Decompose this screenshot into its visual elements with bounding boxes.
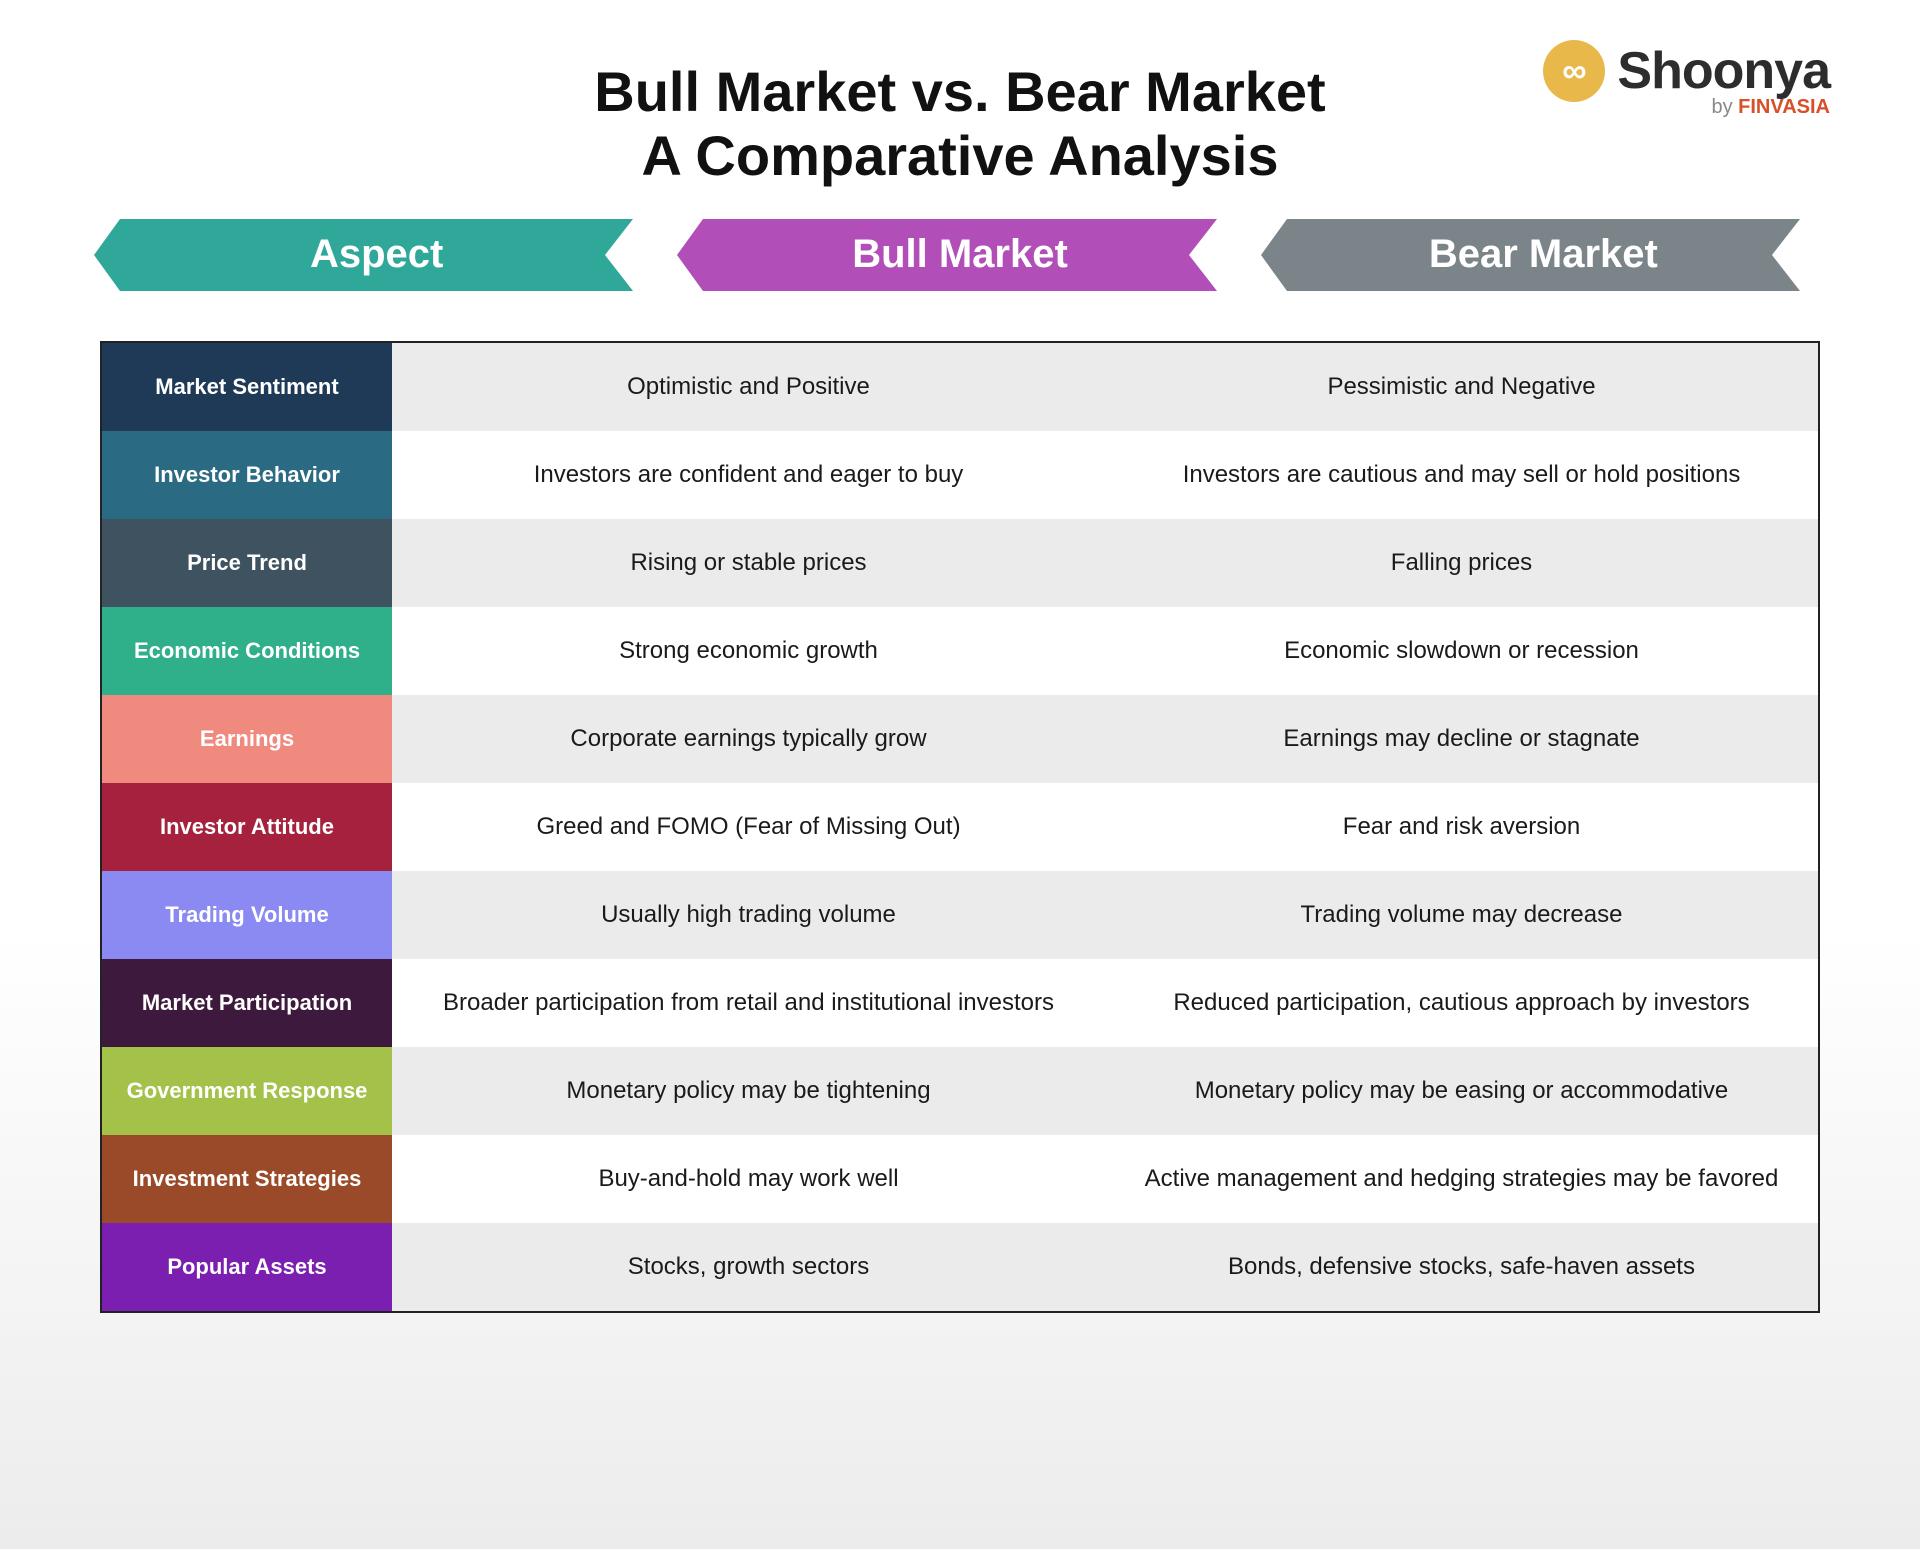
table-row: EarningsCorporate earnings typically gro…: [102, 695, 1818, 783]
column-headers: Aspect Bull Market Bear Market: [120, 219, 1800, 291]
bull-cell: Usually high trading volume: [392, 871, 1105, 959]
bear-cell: Pessimistic and Negative: [1105, 343, 1818, 431]
bear-cell: Active management and hedging strategies…: [1105, 1135, 1818, 1223]
aspect-label: Investor Attitude: [102, 783, 392, 871]
table-row: Popular AssetsStocks, growth sectorsBond…: [102, 1223, 1818, 1311]
aspect-label: Trading Volume: [102, 871, 392, 959]
bear-cell: Monetary policy may be easing or accommo…: [1105, 1047, 1818, 1135]
table-row: Economic ConditionsStrong economic growt…: [102, 607, 1818, 695]
table-row: Investor BehaviorInvestors are confident…: [102, 431, 1818, 519]
aspect-label: Price Trend: [102, 519, 392, 607]
bull-cell: Stocks, growth sectors: [392, 1223, 1105, 1311]
bull-cell: Buy-and-hold may work well: [392, 1135, 1105, 1223]
bull-cell: Optimistic and Positive: [392, 343, 1105, 431]
bear-cell: Bonds, defensive stocks, safe-haven asse…: [1105, 1223, 1818, 1311]
bull-cell: Monetary policy may be tightening: [392, 1047, 1105, 1135]
bear-cell: Earnings may decline or stagnate: [1105, 695, 1818, 783]
bear-cell: Economic slowdown or recession: [1105, 607, 1818, 695]
aspect-label: Popular Assets: [102, 1223, 392, 1311]
bull-cell: Corporate earnings typically grow: [392, 695, 1105, 783]
aspect-label: Earnings: [102, 695, 392, 783]
bull-cell: Investors are confident and eager to buy: [392, 431, 1105, 519]
aspect-label: Government Response: [102, 1047, 392, 1135]
bear-cell: Fear and risk aversion: [1105, 783, 1818, 871]
aspect-label: Market Sentiment: [102, 343, 392, 431]
table-row: Investor AttitudeGreed and FOMO (Fear of…: [102, 783, 1818, 871]
aspect-label: Investor Behavior: [102, 431, 392, 519]
aspect-label: Economic Conditions: [102, 607, 392, 695]
aspect-label: Market Participation: [102, 959, 392, 1047]
table-row: Market ParticipationBroader participatio…: [102, 959, 1818, 1047]
bull-cell: Greed and FOMO (Fear of Missing Out): [392, 783, 1105, 871]
table-row: Government ResponseMonetary policy may b…: [102, 1047, 1818, 1135]
bear-cell: Falling prices: [1105, 519, 1818, 607]
bear-cell: Trading volume may decrease: [1105, 871, 1818, 959]
comparison-table: Market SentimentOptimistic and PositiveP…: [100, 341, 1820, 1313]
header-aspect: Aspect: [120, 219, 633, 291]
brand-logo: ∞ Shoonya by FINVASIA: [1543, 40, 1830, 119]
table-row: Price TrendRising or stable pricesFallin…: [102, 519, 1818, 607]
aspect-label: Investment Strategies: [102, 1135, 392, 1223]
bear-cell: Investors are cautious and may sell or h…: [1105, 431, 1818, 519]
infinity-icon: ∞: [1543, 40, 1605, 102]
brand-name: Shoonya: [1617, 41, 1830, 101]
table-row: Investment StrategiesBuy-and-hold may wo…: [102, 1135, 1818, 1223]
header-bull: Bull Market: [703, 219, 1216, 291]
bear-cell: Reduced participation, cautious approach…: [1105, 959, 1818, 1047]
table-row: Trading VolumeUsually high trading volum…: [102, 871, 1818, 959]
bull-cell: Broader participation from retail and in…: [392, 959, 1105, 1047]
bull-cell: Rising or stable prices: [392, 519, 1105, 607]
bull-cell: Strong economic growth: [392, 607, 1105, 695]
table-row: Market SentimentOptimistic and PositiveP…: [102, 343, 1818, 431]
header-bear: Bear Market: [1287, 219, 1800, 291]
